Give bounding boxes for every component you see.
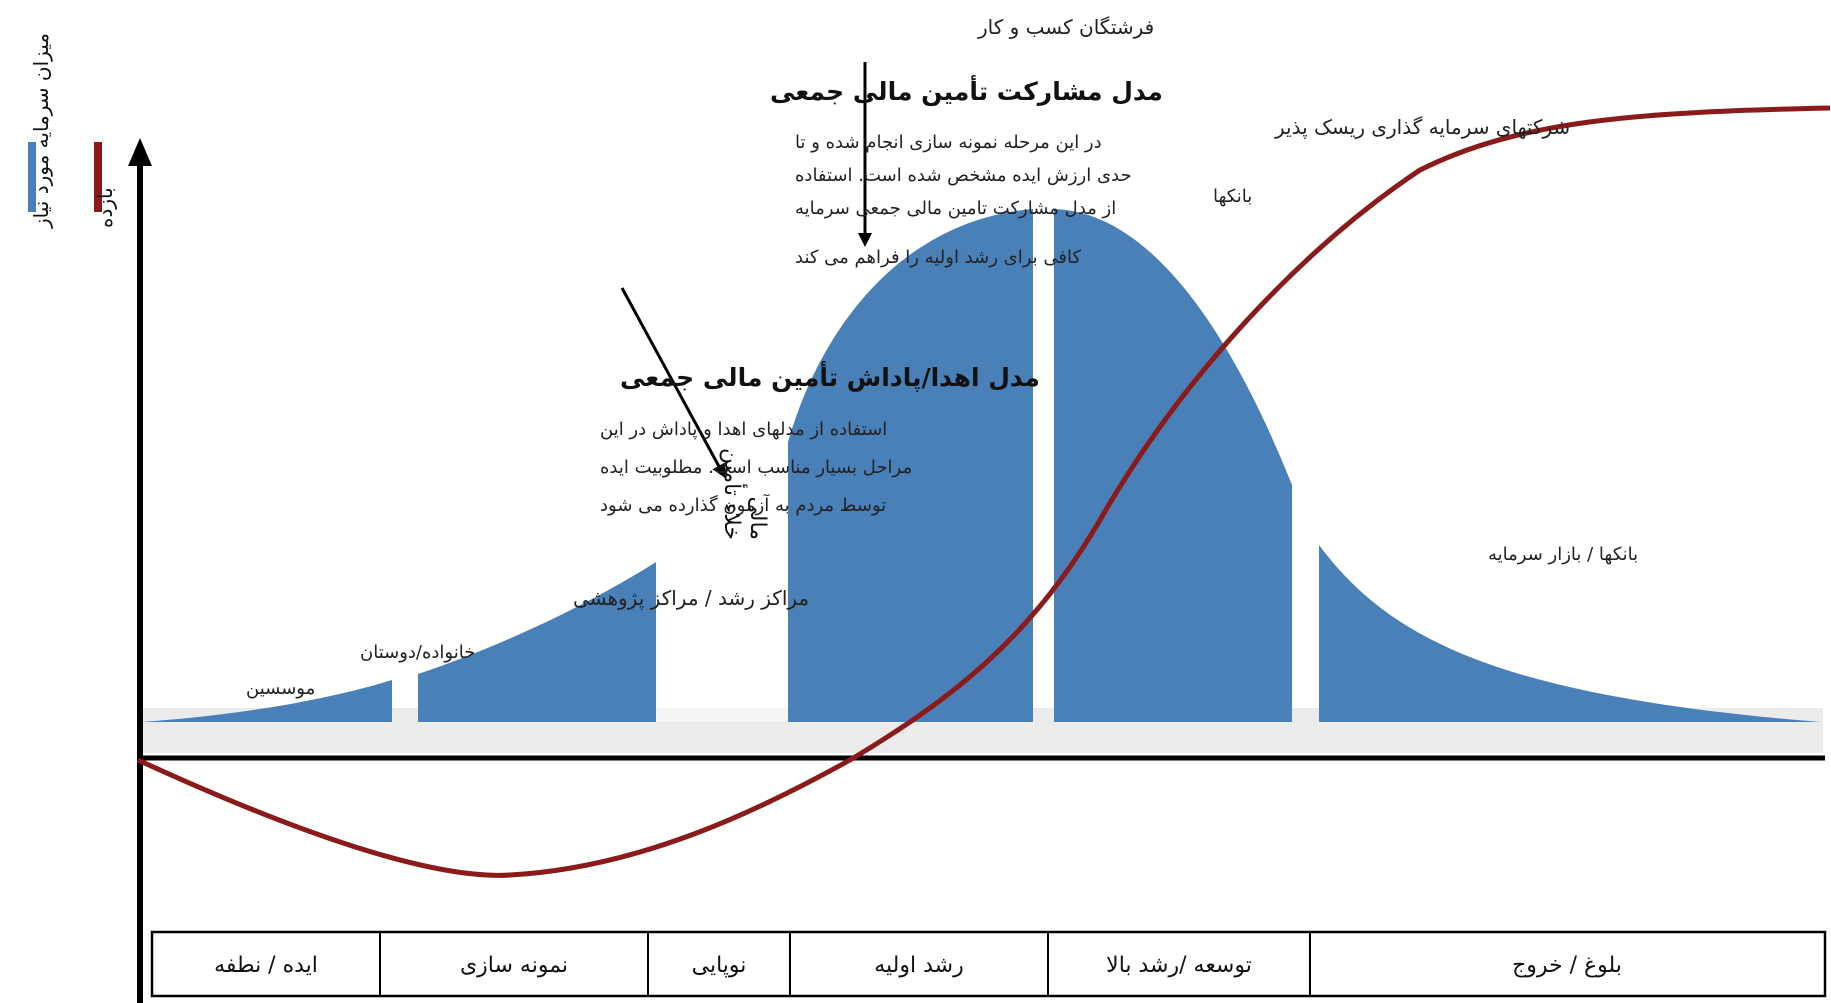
area-venture-capital [1054, 209, 1292, 722]
equity-arrow [620, 287, 726, 479]
capital-need-areas [140, 209, 1820, 722]
equity-line-1: در این مرحله نمونه سازی انجام شده و تا [795, 132, 1102, 153]
angels-label: فرشتگان کسب و کار [977, 15, 1154, 39]
incubators-label: مراکز رشد / مراکز پژوهشی [573, 586, 809, 611]
family-label: خانواده/دوستان [360, 642, 475, 663]
equity-heading: مدل مشارکت تأمین مالی جمعی [770, 75, 1163, 107]
funding-gap-line2: مالی [745, 496, 770, 540]
funding-gap-line1: خلاء تأمین [719, 448, 748, 540]
stage-table-border [150, 930, 1827, 998]
equity-line-4: کافی برای رشد اولیه را فراهم می کند [795, 247, 1081, 268]
stage-idea: ایده / نطفه [214, 953, 318, 978]
vc-label: شرکتهای سرمایه گذاری ریسک پذیر [1274, 115, 1570, 140]
area-incubators [418, 562, 656, 722]
banks-market-label: بانکها / بازار سرمایه [1488, 544, 1638, 565]
stage-maturity-exit: بلوغ / خروج [1512, 953, 1622, 978]
equity-line-2: حدی ارزش ایده مشخص شده است. استفاده [795, 165, 1132, 186]
legend-return-swatch [94, 142, 102, 212]
stage-prototype: نمونه سازی [460, 953, 568, 978]
stage-expansion: توسعه /رشد بالا [1106, 953, 1252, 978]
banks-top-label: بانکها [1213, 186, 1252, 207]
vertical-axis-arrowhead [128, 138, 152, 166]
legend-return-label: بازده [93, 187, 117, 228]
reward-line-1: استفاده از مدلهای اهدا و پاداش در این [600, 419, 887, 440]
reward-line-3: توسط مردم به آزمون گذارده می شود [600, 493, 886, 516]
reward-heading: مدل اهدا/پاداش تأمین مالی جمعی [620, 361, 1040, 393]
stage-early-growth: رشد اولیه [874, 953, 963, 978]
equity-crowdfunding-note: مدل مشارکت تأمین مالی جمعی در این مرحله … [770, 75, 1163, 268]
stage-table: ایده / نطفه نمونه سازی نوپایی رشد اولیه … [150, 930, 1827, 998]
area-angels [788, 209, 1033, 722]
area-banks-market [1319, 545, 1820, 722]
equity-line-3: از مدل مشارکت تامین مالی جمعی سرمایه [795, 198, 1116, 219]
return-curve [136, 105, 1831, 878]
founders-label: موسسین [246, 678, 315, 699]
reward-crowdfunding-note: مدل اهدا/پاداش تأمین مالی جمعی استفاده ا… [600, 361, 1040, 516]
reward-line-2: مراحل بسیار مناسب است. مطلوبیت ایده [600, 457, 912, 478]
area-founders [140, 680, 392, 722]
funding-gap-label: خلاء تأمین مالی [719, 448, 770, 540]
legend-capital-swatch [28, 142, 36, 212]
stage-startup: نوپایی [692, 953, 747, 978]
legend-capital-label: میزان سرمایه مورد نیاز [29, 33, 53, 229]
